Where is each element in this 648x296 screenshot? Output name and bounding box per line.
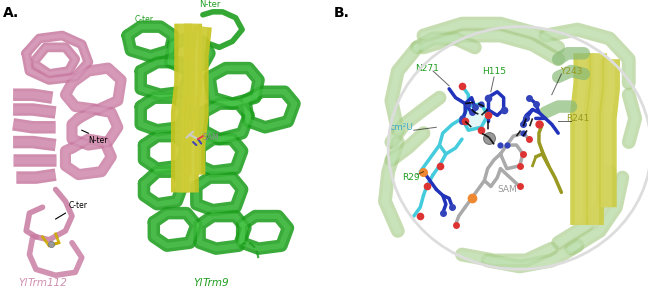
Text: B.: B. [334,6,349,20]
Text: C-ter: C-ter [135,15,154,24]
Text: H115: H115 [482,67,506,75]
Text: Yl: Yl [194,278,203,288]
Text: R241: R241 [566,114,589,123]
Text: N271: N271 [415,64,439,73]
Text: Yl: Yl [19,278,28,288]
Text: N-ter: N-ter [199,0,220,9]
Text: Y243: Y243 [560,67,582,75]
Text: R29: R29 [402,173,419,182]
Text: SAM: SAM [203,133,220,142]
Text: C-ter: C-ter [69,201,87,210]
Text: A.: A. [3,6,19,20]
Text: N-ter: N-ter [88,136,108,145]
Text: SAM: SAM [497,185,516,194]
Text: cm²U: cm²U [389,123,413,132]
Text: Trm112: Trm112 [28,278,67,288]
Polygon shape [462,104,487,130]
Text: Trm9: Trm9 [203,278,229,288]
